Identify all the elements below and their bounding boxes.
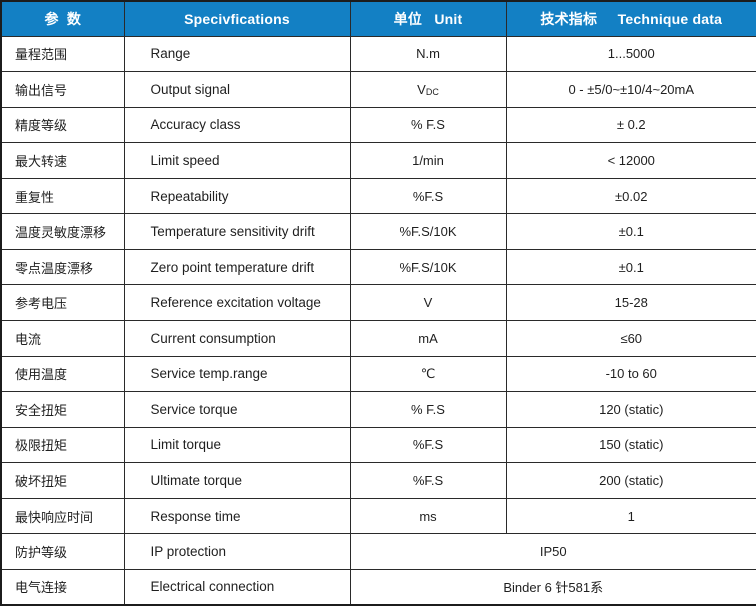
param-cell: 最大转速 <box>0 142 125 179</box>
value-cell: < 12000 <box>505 142 756 179</box>
table-row: 温度灵敏度漂移 Temperature sensitivity drift %F.S… <box>0 213 756 250</box>
spec-cell: Repeatability <box>123 177 351 215</box>
table-row: 最快响应时间 Response time ms 1 <box>0 497 756 535</box>
value-cell: -10 to 60 <box>505 355 756 393</box>
header-technique-data: 技术指标 Technique data <box>505 0 756 37</box>
param-cell: 参考电压 <box>0 284 125 321</box>
table-row: 输出信号 Output signal VDC 0 - ±5/0~±10/4~20mA <box>0 71 756 108</box>
table-row: 防护等级 IP protection IP50 <box>0 533 756 570</box>
param-cell: 电气连接 <box>0 568 125 606</box>
unit-cell: 1/min <box>349 142 507 179</box>
table-row: 重复性 Repeatability %F.S ±0.02 <box>0 177 756 215</box>
unit-subscript: DC <box>425 86 439 97</box>
value-cell: 15-28 <box>505 284 756 321</box>
table-row: 参考电压 Reference excitation voltage V 15-28 <box>0 284 756 321</box>
header-unit: 单位 Unit <box>349 0 507 37</box>
value-cell: Binder 6 针581系 <box>349 568 756 606</box>
param-cell: 破坏扭矩 <box>0 462 125 499</box>
spec-cell: Zero point temperature drift <box>123 248 351 286</box>
spec-cell: Output signal <box>123 71 351 108</box>
spec-cell: Limit speed <box>123 142 351 179</box>
spec-cell: Service temp.range <box>123 355 351 393</box>
table-row: 破坏扭矩 Ultimate torque %F.S 200 (static) <box>0 462 756 499</box>
value-cell: 0 - ±5/0~±10/4~20mA <box>505 71 756 108</box>
table-row: 极限扭矩 Limit torque %F.S 150 (static) <box>0 426 756 464</box>
param-cell: 零点温度漂移 <box>0 248 125 286</box>
table-row: 电流 Current consumption mA ≤60 <box>0 320 756 357</box>
value-cell: ± 0.2 <box>505 106 756 144</box>
param-cell: 重复性 <box>0 177 125 215</box>
param-cell: 精度等级 <box>0 106 125 144</box>
spec-cell: IP protection <box>123 533 351 570</box>
spec-cell: Ultimate torque <box>123 462 351 499</box>
unit-cell: %F.S <box>349 426 507 464</box>
unit-cell: N.m <box>349 35 507 73</box>
spec-cell: Reference excitation voltage <box>123 284 351 321</box>
param-cell: 安全扭矩 <box>0 391 125 428</box>
table-row: 电气连接 Electrical connection Binder 6 针581系 <box>0 568 756 606</box>
spec-cell: Service torque <box>123 391 351 428</box>
value-cell: 120 (static) <box>505 391 756 428</box>
table-row: 最大转速 Limit speed 1/min < 12000 <box>0 142 756 179</box>
table-row: 零点温度漂移 Zero point temperature drift %F.S/1… <box>0 248 756 286</box>
value-cell: ±0.1 <box>505 248 756 286</box>
unit-cell: ℃ <box>349 355 507 393</box>
param-cell: 电流 <box>0 320 125 357</box>
spec-cell: Temperature sensitivity drift <box>123 213 351 250</box>
unit-cell: %F.S/10K <box>349 248 507 286</box>
table-row: 安全扭矩 Service torque% F.S 120 (static) <box>0 391 756 428</box>
param-cell: 使用温度 <box>0 355 125 393</box>
unit-cell: % F.S <box>349 391 507 428</box>
value-cell: ±0.02 <box>505 177 756 215</box>
value-cell: 200 (static) <box>505 462 756 499</box>
unit-cell: % F.S <box>349 106 507 144</box>
param-cell: 输出信号 <box>0 71 125 108</box>
unit-cell: VDC <box>349 71 507 108</box>
unit-cell: %F.S <box>349 462 507 499</box>
unit-cell: mA <box>349 320 507 357</box>
spec-cell: Current consumption <box>123 320 351 357</box>
spec-cell: Accuracy class <box>123 106 351 144</box>
value-cell: 150 (static) <box>505 426 756 464</box>
value-cell: 1 <box>505 497 756 535</box>
spec-table-body: 量程范围 Range N.m 1...5000 输出信号 Output signal VDC… <box>0 35 756 606</box>
param-cell: 温度灵敏度漂移 <box>0 213 125 250</box>
spec-cell: Electrical connection <box>123 568 351 606</box>
param-cell: 最快响应时间 <box>0 497 125 535</box>
param-cell: 量程范围 <box>0 35 125 73</box>
spec-table-header: 参 数 Specivfications 单位 Unit 技术指标 Techniq… <box>0 0 756 37</box>
unit-cell: %F.S/10K <box>349 213 507 250</box>
unit-cell: V <box>349 284 507 321</box>
table-row: 量程范围 Range N.m 1...5000 <box>0 35 756 73</box>
value-cell: 1...5000 <box>505 35 756 73</box>
spec-cell: Response time <box>123 497 351 535</box>
header-specifications: Specivfications <box>123 0 351 37</box>
value-cell: ±0.1 <box>505 213 756 250</box>
unit-cell: %F.S <box>349 177 507 215</box>
spec-cell: Limit torque <box>123 426 351 464</box>
value-cell: IP50 <box>349 533 756 570</box>
value-cell: ≤60 <box>505 320 756 357</box>
spec-cell: Range <box>123 35 351 73</box>
header-parameter: 参 数 <box>0 0 125 37</box>
header-row: 参 数 Specivfications 单位 Unit 技术指标 Techniq… <box>0 0 756 37</box>
table-row: 使用温度 Service temp.range ℃ -10 to 60 <box>0 355 756 393</box>
param-cell: 防护等级 <box>0 533 125 570</box>
param-cell: 极限扭矩 <box>0 426 125 464</box>
table-row: 精度等级 Accuracy class% F.S ± 0.2 <box>0 106 756 144</box>
unit-cell: ms <box>349 497 507 535</box>
